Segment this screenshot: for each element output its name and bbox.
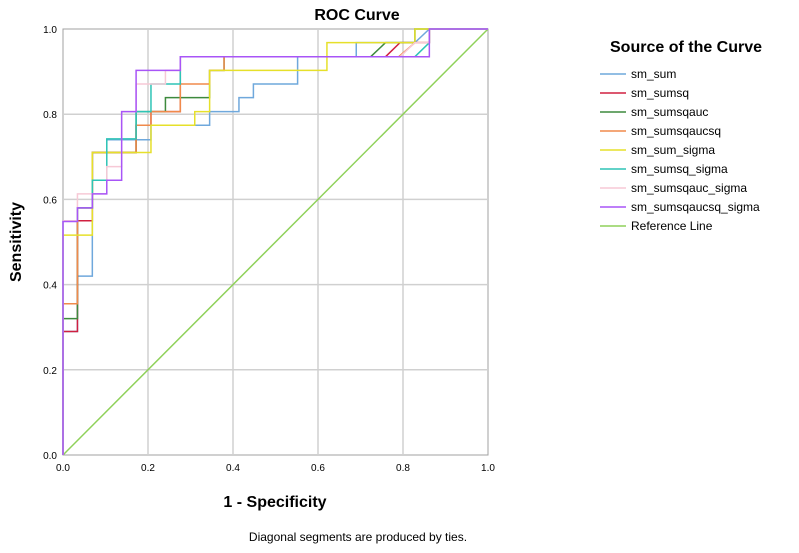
y-tick-label-1: 0.2	[43, 366, 57, 377]
x-axis-label: 1 - Specificity	[223, 494, 326, 511]
legend: sm_sum sm_sumsq sm_sumsqauc sm_sumsqaucsqsm…	[600, 67, 760, 233]
x-tick-label-1: 0.2	[141, 463, 155, 474]
legend-label-sm-sumsq: sm_sumsq	[631, 86, 689, 100]
y-axis-label: Sensitivity	[8, 202, 25, 282]
x-tick-label-3: 0.6	[311, 463, 325, 474]
legend-label-sm-sum: sm_sum	[631, 67, 676, 81]
x-tick-label-4: 0.8	[396, 463, 410, 474]
legend-label-sm-sumsqauc: sm_sumsqauc	[631, 105, 708, 119]
legend-label-sm-sumsqauc-sigma: sm_sumsqauc_sigma	[631, 181, 747, 195]
chart-title: ROC Curve	[314, 7, 399, 24]
series-line-reference-line	[62, 28, 489, 456]
legend-label-sm-sumsqaucsq: sm_sumsqaucsq	[631, 124, 721, 138]
x-axis-ticks: 0.0 0.2 0.4 0.6 0.8 1.0	[56, 463, 495, 474]
y-tick-label-3: 0.6	[43, 195, 57, 206]
x-tick-label-2: 0.4	[226, 463, 240, 474]
x-tick-label-0: 0.0	[56, 463, 70, 474]
series-lines	[62, 28, 489, 456]
legend-label-sm-sum-sigma: sm_sum_sigma	[631, 143, 715, 157]
y-tick-label-2: 0.4	[43, 281, 57, 292]
y-axis-ticks: 0.0 0.2 0.4 0.6 0.8 1.0	[43, 25, 57, 462]
series-line-sm-sumsqaucsq-sigma	[62, 28, 488, 455]
y-tick-label-5: 1.0	[43, 25, 57, 36]
legend-title: Source of the Curve	[610, 39, 762, 56]
legend-label-reference-line: Reference Line	[631, 219, 713, 233]
legend-label-sm-sumsqaucsq-sigma: sm_sumsqaucsq_sigma	[631, 200, 760, 214]
grid-lines	[63, 29, 488, 455]
y-tick-label-4: 0.8	[43, 110, 57, 121]
y-tick-label-0: 0.0	[43, 451, 57, 462]
x-tick-label-5: 1.0	[481, 463, 495, 474]
legend-label-sm-sumsq-sigma: sm_sumsq_sigma	[631, 162, 728, 176]
ties-footnote: Diagonal segments are produced by ties.	[249, 530, 467, 544]
